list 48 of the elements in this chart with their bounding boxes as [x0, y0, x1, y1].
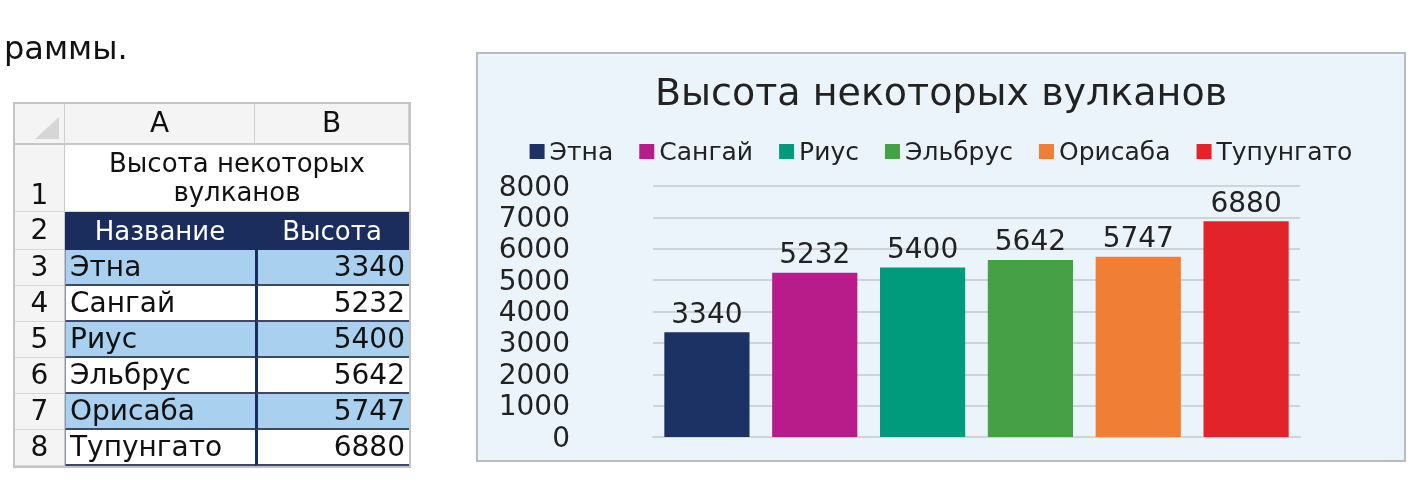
text: 5747 — [255, 393, 409, 430]
chart-title: Высота некоторых вулканов — [654, 70, 1228, 114]
text: 5232 — [255, 285, 409, 322]
data-label: 5400 — [886, 232, 959, 266]
text: 8 — [15, 430, 65, 466]
legend-label: Эльбрус — [904, 137, 1013, 166]
data-label: 5642 — [994, 224, 1067, 258]
text: 4 — [15, 286, 65, 322]
y-tick-label: 6000 — [498, 232, 570, 266]
y-tick-label: 2000 — [498, 357, 570, 391]
data-label: 6880 — [1210, 185, 1282, 219]
text: 5642 — [255, 357, 409, 394]
legend-label: Орисаба — [1058, 137, 1171, 166]
text: 1 — [15, 145, 65, 212]
legend-label: Тупунгато — [1215, 137, 1353, 166]
text: 6880 — [255, 429, 409, 466]
y-tick-label: 3000 — [498, 326, 570, 360]
text: 5400 — [255, 321, 409, 358]
chart-title: Высота некоторых вулканов — [109, 148, 365, 207]
text: 6 — [15, 358, 65, 394]
y-tick-label: 8000 — [498, 169, 570, 203]
data-label: 5747 — [1102, 221, 1174, 255]
text: Тупунгато — [70, 429, 223, 463]
legend-label: Этна — [549, 137, 614, 166]
y-tick-label: 5000 — [498, 263, 570, 297]
text: Эльбрус — [70, 357, 191, 391]
y-tick-label: 7000 — [498, 200, 570, 234]
text: раммы. — [4, 29, 128, 67]
data-label: 3340 — [671, 296, 743, 330]
text: 3 — [15, 250, 65, 286]
text: 3340 — [255, 249, 409, 286]
text: 7 — [15, 394, 65, 430]
text: Орисаба — [70, 393, 195, 427]
y-tick-label: 1000 — [498, 389, 570, 423]
text: A — [65, 104, 255, 145]
legend-label: Сангай — [659, 137, 754, 166]
data-label: 5232 — [779, 237, 851, 271]
text: Сангай — [70, 285, 176, 319]
text: B — [255, 104, 409, 145]
text: Название — [65, 212, 255, 250]
y-tick-label: 0 — [552, 420, 570, 454]
y-tick-label: 4000 — [498, 295, 570, 328]
text: Этна — [70, 249, 142, 283]
text: Высота — [255, 212, 409, 250]
text: Риус — [70, 321, 138, 355]
legend-label: Риус — [799, 137, 859, 166]
text: 5 — [15, 322, 65, 358]
text: 2 — [15, 212, 65, 250]
